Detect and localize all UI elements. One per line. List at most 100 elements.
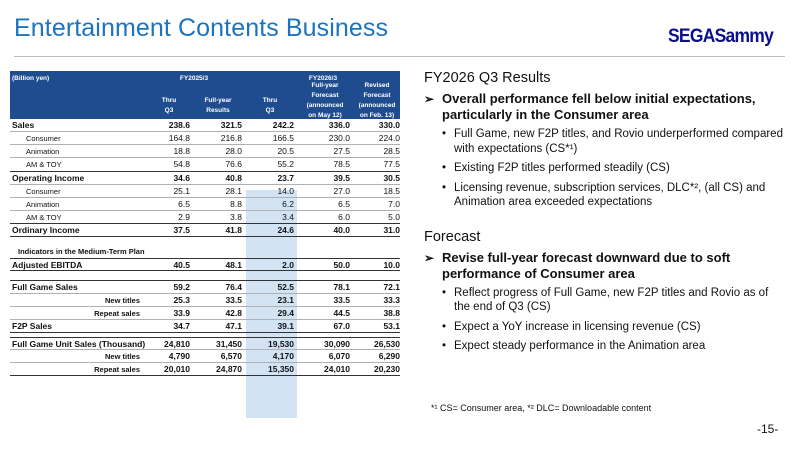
cell-value: 78.1 bbox=[333, 282, 350, 293]
row-label: Ordinary Income bbox=[12, 225, 80, 236]
table-header: (Billion yen) FY2025/3 FY2026/3 Thru Q3 F… bbox=[10, 71, 400, 119]
unit-label: (Billion yen) bbox=[12, 75, 50, 82]
row-label: AM & TOY bbox=[26, 212, 62, 222]
cell-value: 24.6 bbox=[277, 225, 294, 236]
cell-value: 28.5 bbox=[383, 146, 400, 157]
cell-value: 39.1 bbox=[277, 320, 294, 331]
company-logo: SEGASammy bbox=[668, 26, 774, 47]
cell-value: 47.1 bbox=[225, 320, 242, 331]
cell-value: 24,870 bbox=[216, 364, 242, 375]
table-row: Full Game Unit Sales (Thousand) 24,810 31,… bbox=[10, 336, 400, 351]
col-header: Thru Q3 bbox=[262, 97, 278, 114]
cell-value: 2.9 bbox=[178, 211, 190, 222]
cell-value: 18.5 bbox=[383, 185, 400, 196]
cell-value: 40.0 bbox=[333, 225, 350, 236]
cell-value: 4,790 bbox=[168, 351, 190, 362]
forecast-sub: • Expect steady performance in the Animat… bbox=[442, 340, 706, 352]
cell-value: 76.6 bbox=[225, 159, 242, 170]
cell-value: 6.5 bbox=[338, 198, 350, 209]
cell-value: 40.8 bbox=[225, 172, 242, 183]
title-divider bbox=[14, 56, 785, 57]
table-row: Consumer 25.1 28.1 14.0 27.0 18.5 bbox=[10, 185, 400, 198]
cell-value: 37.5 bbox=[173, 225, 190, 236]
forecast-bullet: ➢ Revise full-year forecast downward due … bbox=[424, 249, 731, 281]
footnote: *¹ CS= Consumer area, *² DLC= Downloadab… bbox=[431, 403, 652, 413]
forecast-sub: • Expect a YoY increase in licensing reve… bbox=[442, 320, 701, 333]
cell-value: 53.1 bbox=[383, 320, 400, 331]
cell-value: 5.0 bbox=[388, 211, 400, 222]
col-header: Full-year Forecast (announced on May 12) bbox=[306, 82, 344, 119]
cell-value: 8.8 bbox=[230, 198, 242, 209]
table-row: Ordinary Income 37.5 41.8 24.6 40.0 31.0 bbox=[10, 224, 400, 238]
row-label: Full Game Sales bbox=[12, 282, 78, 293]
cell-value: 6.0 bbox=[338, 211, 350, 222]
cell-value: 50.0 bbox=[333, 260, 350, 271]
group-fy2025: FY2025/3 bbox=[179, 75, 209, 82]
table-row: Adjusted EBITDA 40.5 48.1 2.0 50.0 10.0 bbox=[10, 258, 400, 272]
table-row: Repeat sales 33.9 42.8 29.4 44.5 38.8 bbox=[10, 307, 400, 320]
table-row: Consumer 164.8 216.8 166.5 230.0 224.0 bbox=[10, 132, 400, 146]
cell-value: 26,530 bbox=[374, 338, 400, 349]
cell-value: 33.3 bbox=[383, 294, 400, 305]
cell-value: 20.5 bbox=[277, 146, 294, 157]
cell-value: 321.5 bbox=[220, 120, 242, 130]
cell-value: 29.4 bbox=[277, 307, 294, 318]
cell-value: 28.0 bbox=[225, 146, 242, 157]
cell-value: 164.8 bbox=[168, 133, 190, 144]
cell-value: 31.0 bbox=[383, 225, 400, 236]
cell-value: 78.5 bbox=[333, 159, 350, 170]
row-label: Repeat sales bbox=[94, 365, 140, 375]
table-row: Full Game Sales 59.2 76.4 52.5 78.1 72.1 bbox=[10, 280, 400, 294]
commentary: FY2026 Q3 Results ➢ Overall performance f… bbox=[424, 70, 786, 359]
cell-value: 33.9 bbox=[173, 307, 190, 318]
row-label: AM & TOY bbox=[26, 160, 62, 170]
cell-value: 10.0 bbox=[383, 260, 400, 271]
cell-value: 72.1 bbox=[383, 282, 400, 293]
results-sub: • Existing F2P titles performed steadily … bbox=[442, 162, 670, 174]
forecast-sub: • Reflect progress of Full Game, new F2P … bbox=[442, 286, 769, 314]
table-row: F2P Sales 34.7 47.1 39.1 67.0 53.1 bbox=[10, 320, 400, 333]
table-row: AM & TOY 54.8 76.6 55.2 78.5 77.5 bbox=[10, 158, 400, 172]
table-row: Animation 6.5 8.8 6.2 6.5 7.0 bbox=[10, 198, 400, 211]
cell-value: 336.0 bbox=[328, 120, 350, 130]
row-label: Repeat sales bbox=[94, 308, 140, 318]
cell-value: 4,170 bbox=[272, 351, 294, 362]
row-label: Adjusted EBITDA bbox=[12, 260, 83, 271]
cell-value: 6.2 bbox=[282, 198, 294, 209]
cell-value: 15,350 bbox=[268, 364, 294, 375]
forecast-heading: Forecast bbox=[424, 228, 481, 245]
cell-value: 41.8 bbox=[225, 225, 242, 236]
cell-value: 42.8 bbox=[225, 307, 242, 318]
cell-value: 24,010 bbox=[324, 364, 350, 375]
row-label: Animation bbox=[26, 147, 60, 157]
row-label: Sales bbox=[12, 120, 35, 130]
results-sub: • Full Game, new F2P titles, and Rovio un… bbox=[442, 128, 783, 155]
cell-value: 7.0 bbox=[388, 198, 400, 209]
results-bullet: ➢ Overall performance fell below initial … bbox=[424, 91, 756, 122]
cell-value: 52.5 bbox=[277, 282, 294, 293]
cell-value: 19,530 bbox=[268, 338, 294, 349]
cell-value: 54.8 bbox=[173, 159, 190, 170]
cell-value: 6,290 bbox=[378, 351, 400, 362]
page-title: Entertainment Contents Business bbox=[14, 14, 389, 42]
cell-value: 330.0 bbox=[378, 120, 400, 130]
financial-table: (Billion yen) FY2025/3 FY2026/3 Thru Q3 F… bbox=[10, 71, 400, 418]
row-label: F2P Sales bbox=[12, 320, 53, 331]
section-title: Indicators in the Medium-Term Plan bbox=[18, 247, 145, 257]
cell-value: 40.5 bbox=[173, 260, 190, 271]
cell-value: 34.7 bbox=[173, 320, 190, 331]
cell-value: 20,230 bbox=[374, 364, 400, 375]
cell-value: 44.5 bbox=[333, 307, 350, 318]
cell-value: 67.0 bbox=[333, 320, 350, 331]
col-header: Thru Q3 bbox=[161, 97, 177, 114]
table-row: New titles 25.3 33.5 23.1 33.5 33.3 bbox=[10, 294, 400, 307]
cell-value: 38.8 bbox=[383, 307, 400, 318]
cell-value: 28.1 bbox=[225, 185, 242, 196]
cell-value: 30.5 bbox=[383, 172, 400, 183]
cell-value: 166.5 bbox=[272, 133, 294, 144]
col-header: Full-year Results bbox=[204, 97, 232, 114]
cell-value: 25.1 bbox=[173, 185, 190, 196]
cell-value: 6,070 bbox=[328, 351, 350, 362]
cell-value: 76.4 bbox=[225, 282, 242, 293]
cell-value: 24,810 bbox=[164, 338, 190, 349]
